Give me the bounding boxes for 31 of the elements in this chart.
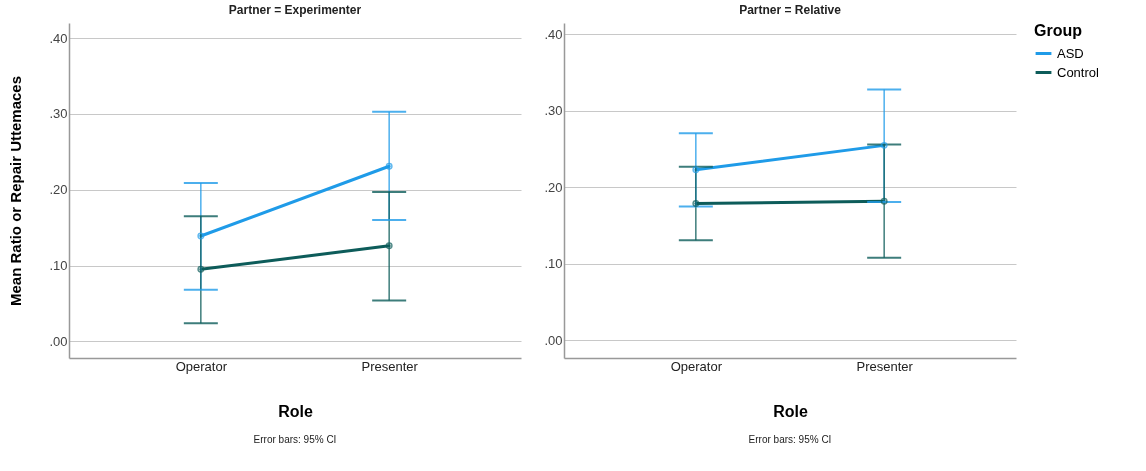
text: Error bars: 95% CI [253,434,337,445]
y-axis-title: Mean Ratio or Repair Uttemaces [7,75,25,307]
x-axis-title: Role [278,402,313,420]
x-tick-label: Presenter [856,358,914,374]
y-tick-label: .40 [49,30,68,46]
legend-title: Group [1034,22,1083,39]
point [197,265,205,273]
y-tick-label: .00 [544,332,563,348]
y-tick-label: .00 [49,333,68,349]
y-tick-label: .20 [544,179,563,195]
point [385,162,393,170]
x-axis-title: Role [773,402,808,420]
y-tick-label: .10 [49,258,68,274]
chart-title: Partner = Relative [739,3,842,17]
point [692,166,700,174]
chart-title: Partner = Experimenter [228,3,362,17]
point [385,242,393,250]
legend-label: Control [1057,64,1100,80]
x-tick-label: Operator [670,358,723,374]
x-tick-label: Presenter [361,358,419,374]
y-tick-label: .30 [49,106,68,122]
y-tick-label: .40 [544,26,563,42]
y-tick-label: .10 [544,256,563,272]
point [880,197,888,205]
y-tick-label: .30 [544,103,563,119]
point [880,141,888,149]
y-tick-label: .20 [49,182,68,198]
text: Error bars: 95% CI [748,434,832,445]
point [692,200,700,207]
x-tick-label: Operator [175,358,228,374]
legend-label: ASD [1057,45,1084,61]
